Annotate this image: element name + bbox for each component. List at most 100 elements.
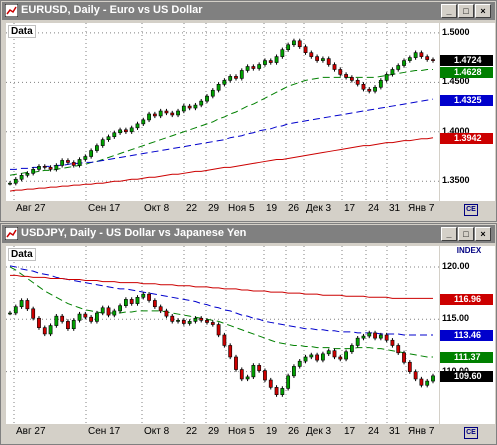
candle-body bbox=[326, 58, 331, 65]
candle-body bbox=[193, 317, 198, 322]
candle-body bbox=[164, 110, 169, 114]
x-tick-label: 17 bbox=[344, 203, 356, 214]
candle-body bbox=[402, 352, 406, 363]
candle-body bbox=[234, 76, 238, 79]
candle-body bbox=[373, 332, 377, 339]
candle-body bbox=[147, 293, 151, 301]
candle-body bbox=[71, 320, 76, 330]
index-label: INDEX bbox=[456, 246, 482, 255]
candle-body bbox=[413, 371, 418, 380]
candle-body bbox=[245, 66, 250, 71]
x-tick-label: Янв 7 bbox=[408, 426, 435, 437]
candle-body bbox=[112, 310, 117, 316]
candle-body bbox=[222, 80, 227, 85]
x-tick-label: 29 bbox=[208, 203, 220, 214]
candle-body bbox=[349, 77, 354, 81]
x-tick-label: 19 bbox=[266, 426, 278, 437]
candle-body bbox=[402, 60, 406, 66]
candle-body bbox=[257, 64, 262, 69]
candle-body bbox=[216, 324, 221, 336]
candle-body bbox=[193, 104, 198, 109]
x-tick-label: Окт 8 bbox=[144, 203, 170, 214]
candle-body bbox=[19, 174, 24, 180]
candle-body bbox=[48, 167, 53, 170]
candle-body bbox=[118, 305, 122, 312]
data-label: Data bbox=[8, 248, 36, 261]
candle-body bbox=[338, 69, 343, 75]
candle-body bbox=[268, 60, 273, 63]
price-marker-box: 111.37 bbox=[440, 352, 493, 364]
candle-body bbox=[263, 60, 267, 65]
price-marker-box: 1.3942 bbox=[440, 132, 493, 144]
y-tick-label: 1.4500 bbox=[442, 76, 470, 87]
candle-body bbox=[228, 345, 233, 358]
time-axis: Авг 27 Сен 17 Окт 8 22 29 Ноя 5 19 26 Дек 3 17 24 3… bbox=[6, 426, 439, 440]
candle-body bbox=[367, 332, 372, 337]
price-plot[interactable]: Data bbox=[6, 23, 439, 201]
minimize-button[interactable]: _ bbox=[441, 4, 457, 18]
candle-body bbox=[176, 320, 180, 322]
x-tick-label: Авг 27 bbox=[16, 426, 46, 437]
candle-body bbox=[13, 306, 18, 314]
candle-body bbox=[222, 334, 227, 346]
moving-average-line-3 bbox=[10, 274, 433, 299]
candle-body bbox=[338, 356, 343, 360]
candle-body bbox=[25, 173, 30, 176]
data-label: Data bbox=[8, 25, 36, 38]
price-marker-box: 1.4628 bbox=[440, 67, 493, 79]
candle-body bbox=[303, 46, 308, 53]
candle-body bbox=[396, 345, 401, 354]
moving-average-line-2 bbox=[10, 98, 434, 170]
candle-body bbox=[31, 169, 36, 174]
x-tick-label: 31 bbox=[389, 203, 401, 214]
y-tick-label: 1.3500 bbox=[442, 175, 470, 186]
close-button[interactable]: × bbox=[475, 227, 491, 241]
minimize-button[interactable]: _ bbox=[441, 227, 457, 241]
window-title: EURUSD, Daily - Euro vs US Dollar bbox=[21, 4, 203, 16]
candle-body bbox=[66, 321, 70, 330]
maximize-button[interactable]: □ bbox=[458, 227, 474, 241]
title-bar[interactable]: USDJPY, Daily - US Dollar vs Japanese Ye… bbox=[2, 225, 495, 243]
candle-body bbox=[413, 52, 418, 58]
candle-body bbox=[135, 123, 140, 129]
candle-body bbox=[176, 110, 180, 116]
moving-average-line-1 bbox=[9, 68, 433, 176]
candle-body bbox=[303, 356, 308, 362]
candle-body bbox=[77, 313, 82, 321]
candle-body bbox=[355, 80, 360, 85]
candle-body bbox=[349, 345, 354, 353]
moving-average-line-3 bbox=[9, 137, 434, 192]
candle-body bbox=[54, 315, 59, 326]
candle-body bbox=[170, 315, 175, 322]
y-tick-label: 110.00 bbox=[442, 366, 469, 376]
chart-options-button[interactable]: CE bbox=[464, 204, 478, 216]
candle-body bbox=[309, 354, 314, 358]
candle-body bbox=[181, 320, 186, 324]
candle-body bbox=[37, 166, 41, 170]
price-marker-box: 109.60 bbox=[440, 370, 493, 382]
price-plot[interactable]: Data bbox=[6, 246, 439, 424]
candle-body bbox=[378, 334, 383, 339]
candle-body bbox=[263, 370, 267, 381]
candle-body bbox=[66, 160, 70, 163]
candle-body bbox=[83, 156, 88, 160]
candle-body bbox=[292, 366, 296, 377]
x-tick-label: Ноя 5 bbox=[228, 426, 255, 437]
candle-body bbox=[199, 100, 204, 106]
maximize-button[interactable]: □ bbox=[458, 4, 474, 18]
title-bar[interactable]: EURUSD, Daily - Euro vs US Dollar _ □ × bbox=[2, 2, 495, 20]
candle-body bbox=[95, 312, 99, 322]
price-marker-box: 113.46 bbox=[440, 330, 493, 342]
chart-window-eurusd[interactable]: EURUSD, Daily - Euro vs US Dollar _ □ × … bbox=[0, 0, 497, 222]
candle-body bbox=[286, 375, 291, 389]
candle-body bbox=[378, 80, 383, 88]
chart-window-usdjpy[interactable]: USDJPY, Daily - US Dollar vs Japanese Ye… bbox=[0, 223, 497, 445]
y-tick-label: 1.4000 bbox=[442, 125, 470, 136]
price-marker-box: 116.96 bbox=[440, 293, 493, 305]
candle-body bbox=[297, 360, 302, 367]
moving-average-line-1 bbox=[9, 266, 433, 358]
candle-body bbox=[31, 308, 36, 319]
candle-body bbox=[315, 56, 320, 61]
chart-options-button[interactable]: CE bbox=[464, 427, 478, 439]
close-button[interactable]: × bbox=[475, 4, 491, 18]
